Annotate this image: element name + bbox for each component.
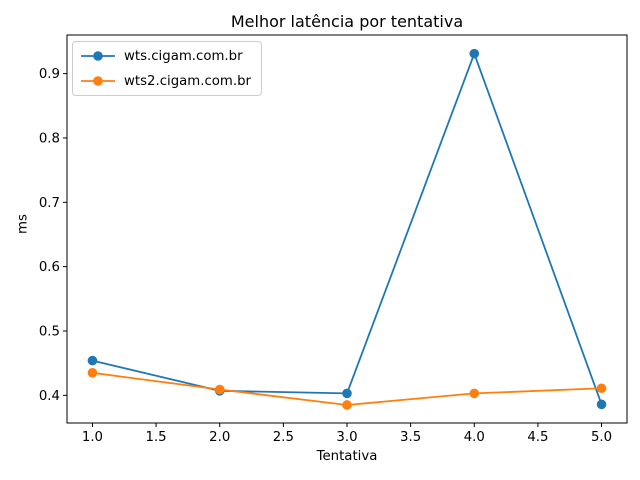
series-1-data-point <box>87 368 98 378</box>
legend-item: wts.cigam.com.br <box>80 47 251 65</box>
series-1-data-point <box>342 400 352 410</box>
legend-label: wts.cigam.com.br <box>124 48 243 64</box>
y-tick-label: 0.5 <box>39 324 60 339</box>
series-0-data-point <box>469 48 480 59</box>
series-1-data-point <box>596 383 607 394</box>
x-tick-label: 3.0 <box>336 430 357 445</box>
y-tick-label: 0.9 <box>39 67 60 82</box>
y-tick-label: 0.8 <box>39 131 60 146</box>
y-tick-label: 0.6 <box>39 260 60 275</box>
x-tick-label: 2.0 <box>209 430 230 445</box>
x-tick-label: 4.0 <box>464 430 485 445</box>
chart-title: Melhor latência por tentativa <box>230 12 464 31</box>
x-axis-label: Tentativa <box>316 449 378 464</box>
y-tick-label: 0.4 <box>39 389 60 404</box>
x-tick-label: 3.5 <box>400 430 421 445</box>
x-tick-label: 4.5 <box>527 430 548 445</box>
x-tick-label: 1.5 <box>146 430 167 445</box>
series-1-data-point <box>469 388 480 399</box>
y-tick-label: 0.7 <box>39 196 60 211</box>
x-tick-label: 5.0 <box>591 430 612 445</box>
series-0-data-point <box>342 388 352 399</box>
x-tick-label: 1.0 <box>82 430 103 445</box>
series-line-0 <box>91 52 603 406</box>
series-1-data-point <box>214 384 225 395</box>
y-axis-label: ms <box>15 214 31 234</box>
series-0-data-point <box>596 399 607 410</box>
legend-line-marker-icon <box>81 51 115 61</box>
series-0-data-point <box>87 355 98 366</box>
legend-line-marker-icon <box>81 76 115 86</box>
legend-label: wts2.cigam.com.br <box>124 73 252 89</box>
legend-item: wts2.cigam.com.br <box>80 72 251 90</box>
legend: wts.cigam.com.br wts2.cigam.com.br <box>72 41 263 96</box>
x-tick-label: 2.5 <box>273 430 294 445</box>
